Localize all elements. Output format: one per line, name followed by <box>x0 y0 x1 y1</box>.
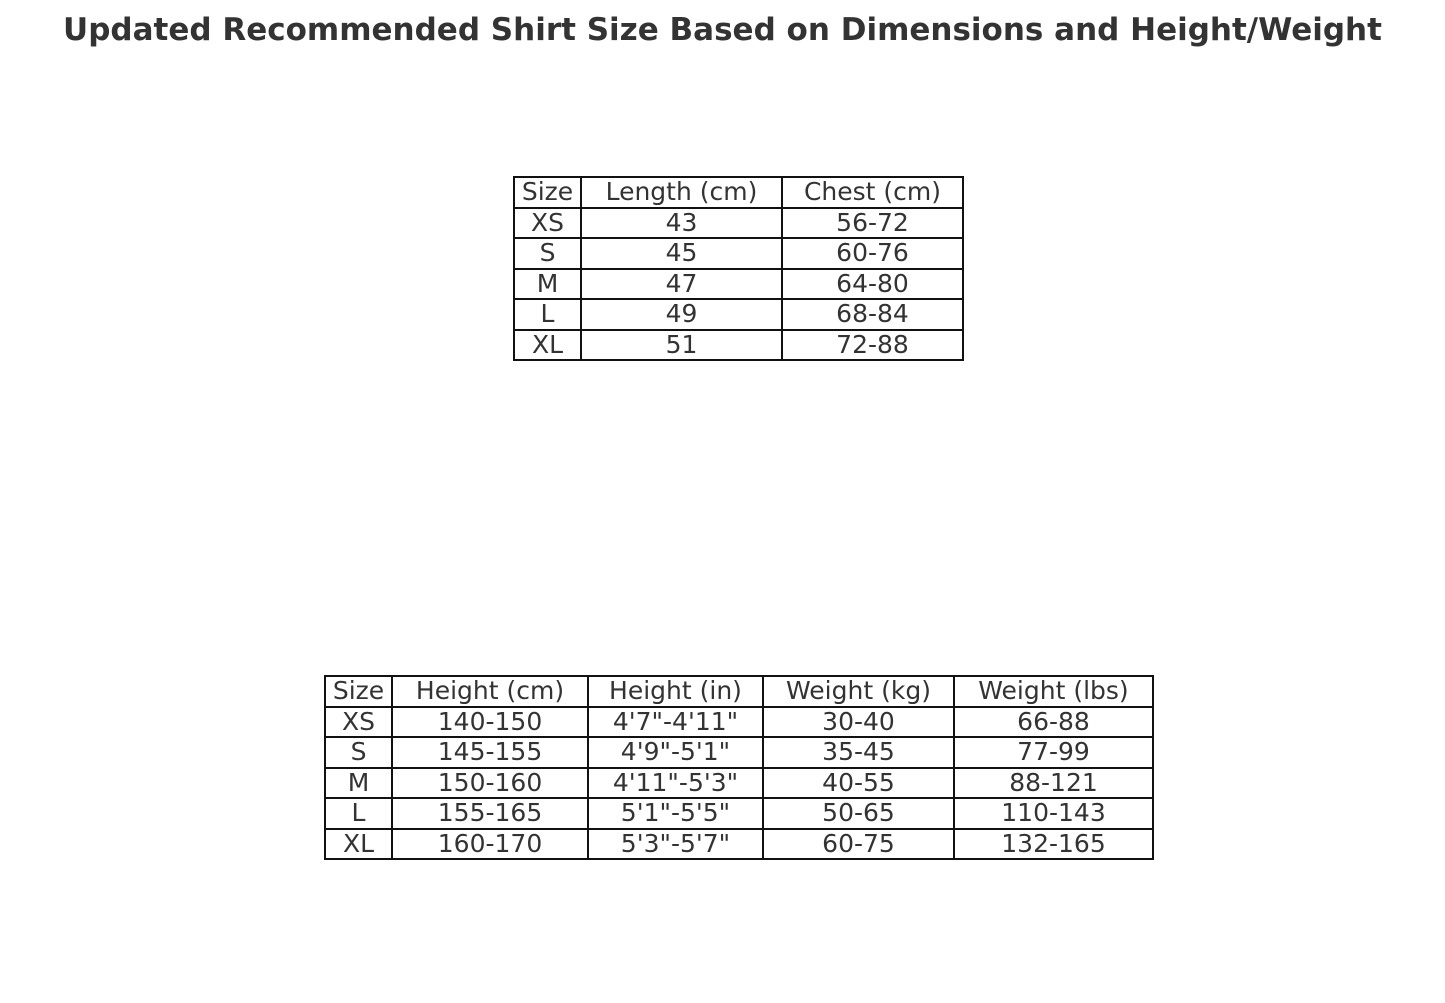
table-cell: 5'3"-5'7" <box>587 827 764 860</box>
table-cell: 43 <box>580 206 783 239</box>
column-header: Weight (kg) <box>762 675 955 708</box>
table-cell: 5'1"-5'5" <box>587 797 764 830</box>
table-cell: 150-160 <box>391 766 589 799</box>
table-cell: XL <box>324 827 393 860</box>
column-header: Height (in) <box>587 675 764 708</box>
header-row: Size Height (cm) Height (in) Weight (kg) Wei… <box>324 675 1154 708</box>
table-cell: 88-121 <box>953 766 1154 799</box>
table-cell: L <box>513 298 582 331</box>
table-row: S 145-155 4'9"-5'1" 35-45 77-99 <box>324 736 1154 769</box>
table-cell: XS <box>324 705 393 738</box>
table-cell: 132-165 <box>953 827 1154 860</box>
column-header: Height (cm) <box>391 675 589 708</box>
table-cell: 51 <box>580 328 783 361</box>
table-cell: XS <box>513 206 582 239</box>
table-row: S 45 60-76 <box>513 237 964 270</box>
table-cell: 4'9"-5'1" <box>587 736 764 769</box>
table-row: XL 51 72-88 <box>513 328 964 361</box>
table-cell: 50-65 <box>762 797 955 830</box>
column-header: Size <box>513 176 582 209</box>
table-cell: S <box>324 736 393 769</box>
table-cell: 140-150 <box>391 705 589 738</box>
table-cell: 47 <box>580 267 783 300</box>
table-cell: 45 <box>580 237 783 270</box>
table-cell: 4'11"-5'3" <box>587 766 764 799</box>
table-cell: 160-170 <box>391 827 589 860</box>
table-cell: M <box>324 766 393 799</box>
table-cell: 60-76 <box>781 237 964 270</box>
table-cell: 49 <box>580 298 783 331</box>
table-row: XL 160-170 5'3"-5'7" 60-75 132-165 <box>324 827 1154 860</box>
table-cell: 72-88 <box>781 328 964 361</box>
table-row: XS 140-150 4'7"-4'11" 30-40 66-88 <box>324 705 1154 738</box>
table-cell: M <box>513 267 582 300</box>
table-row: M 150-160 4'11"-5'3" 40-55 88-121 <box>324 766 1154 799</box>
table-row: XS 43 56-72 <box>513 206 964 239</box>
table-cell: L <box>324 797 393 830</box>
table-cell: 60-75 <box>762 827 955 860</box>
table-cell: S <box>513 237 582 270</box>
table-cell: 30-40 <box>762 705 955 738</box>
dimensions-table: Size Length (cm) Chest (cm) XS 43 56-72 S 45 60-… <box>513 176 964 361</box>
table-cell: 64-80 <box>781 267 964 300</box>
column-header: Weight (lbs) <box>953 675 1154 708</box>
table-row: L 49 68-84 <box>513 298 964 331</box>
table-cell: 4'7"-4'11" <box>587 705 764 738</box>
chart-title: Updated Recommended Shirt Size Based on … <box>63 12 1382 48</box>
table-cell: 66-88 <box>953 705 1154 738</box>
table-cell: 40-55 <box>762 766 955 799</box>
column-header: Chest (cm) <box>781 176 964 209</box>
table-cell: 155-165 <box>391 797 589 830</box>
table-cell: 77-99 <box>953 736 1154 769</box>
column-header: Length (cm) <box>580 176 783 209</box>
table-cell: 35-45 <box>762 736 955 769</box>
table-row: M 47 64-80 <box>513 267 964 300</box>
column-header: Size <box>324 675 393 708</box>
height-weight-table: Size Height (cm) Height (in) Weight (kg) Wei… <box>324 675 1154 860</box>
table-row: L 155-165 5'1"-5'5" 50-65 110-143 <box>324 797 1154 830</box>
table-cell: 68-84 <box>781 298 964 331</box>
table-cell: 145-155 <box>391 736 589 769</box>
table-cell: 56-72 <box>781 206 964 239</box>
header-row: Size Length (cm) Chest (cm) <box>513 176 964 209</box>
table-cell: 110-143 <box>953 797 1154 830</box>
table-cell: XL <box>513 328 582 361</box>
